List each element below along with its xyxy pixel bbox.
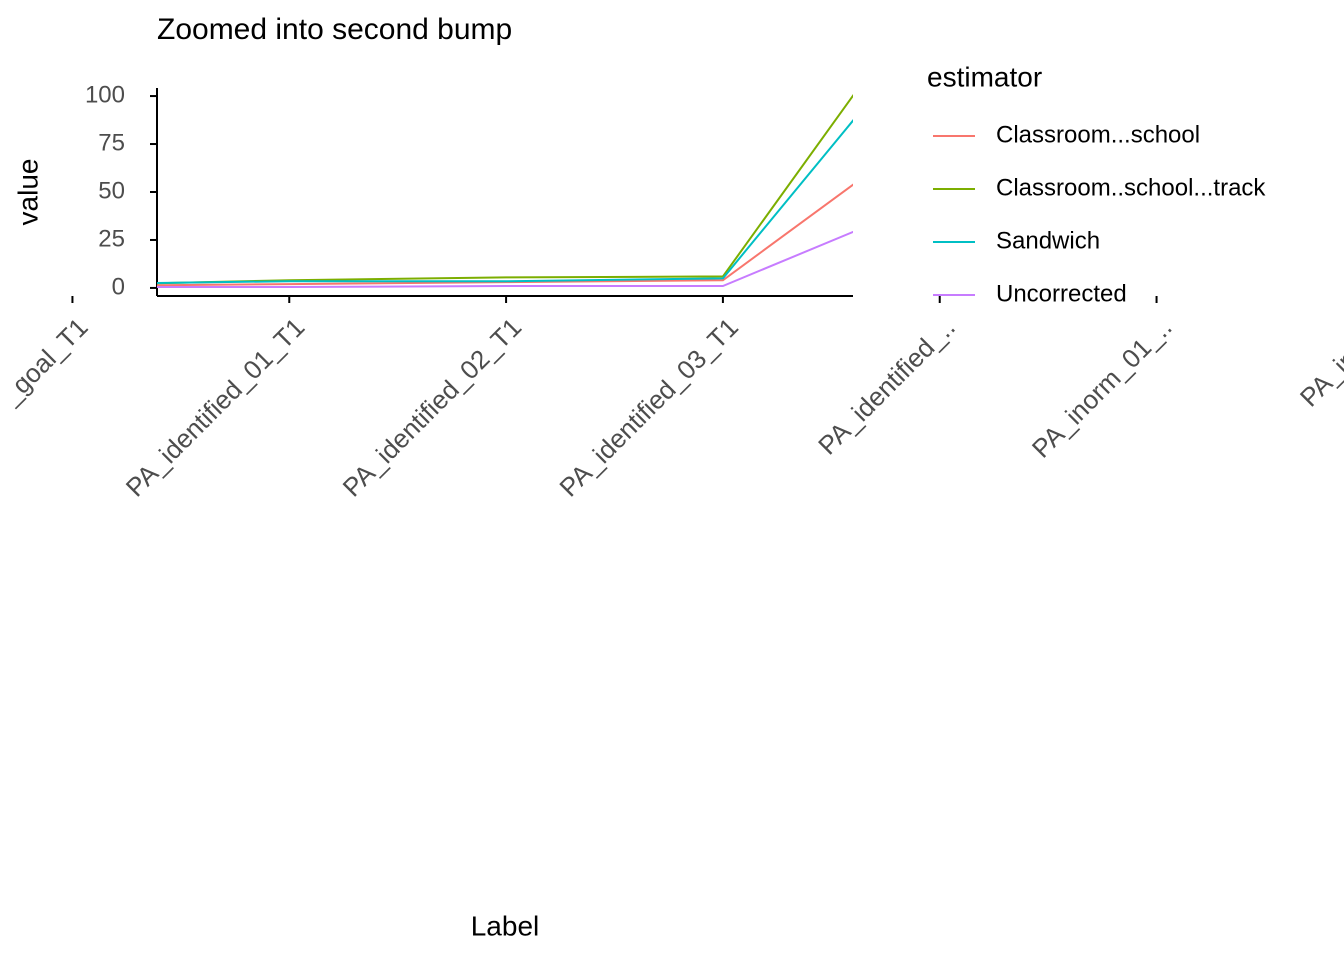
y-axis-title: value xyxy=(12,159,43,226)
x-tick-label: PA_identified_01_T1 xyxy=(120,312,311,503)
x-tick-label: PA_inorm_01_.. xyxy=(1026,312,1178,464)
plot-lines xyxy=(157,93,853,288)
legend-label: Classroom...school xyxy=(996,121,1200,148)
series-line xyxy=(157,119,853,284)
legend-label: Classroom..school...track xyxy=(996,174,1266,201)
x-tick-label: PA_identified_.. xyxy=(812,312,961,461)
series-line xyxy=(157,230,853,288)
y-tick-label: 25 xyxy=(98,225,125,252)
y-tick-label: 0 xyxy=(112,273,125,300)
y-tick-label: 75 xyxy=(98,129,125,156)
legend-label: Sandwich xyxy=(996,227,1100,254)
y-tick-label: 100 xyxy=(85,81,125,108)
x-tick-label: PA_inorm xyxy=(1294,312,1344,413)
chart-title: Zoomed into second bump xyxy=(157,13,512,46)
y-tick-label: 50 xyxy=(98,177,125,204)
x-tick-label: PA_identified_03_T1 xyxy=(553,312,744,503)
legend-label: Uncorrected xyxy=(996,280,1127,307)
series-line xyxy=(157,183,853,287)
x-tick-label: _goal_T1 xyxy=(0,312,94,411)
x-tick-label: PA_identified_02_T1 xyxy=(337,312,528,503)
x-axis-title: Label xyxy=(471,910,540,941)
legend-title: estimator xyxy=(927,61,1042,92)
